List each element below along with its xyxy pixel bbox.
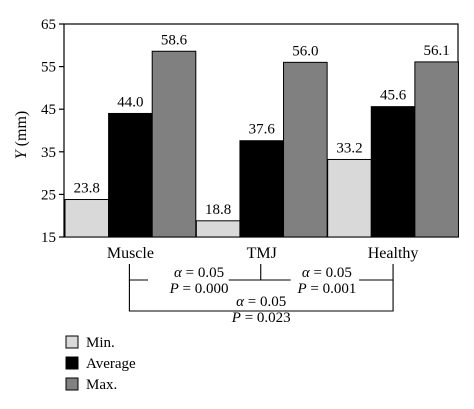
y-tick-label-65: 65: [41, 17, 56, 33]
comparison-tmj-healthy-p-value: P = 0.001: [296, 281, 356, 297]
comparison-muscle-tmj-p-value: P = 0.000: [169, 281, 229, 297]
bar-muscle-max: [151, 50, 197, 238]
bar-muscle-average: [108, 112, 153, 238]
legend-swatch-max: [65, 377, 79, 391]
bar-healthy-max: [414, 61, 459, 238]
y-tick-label-25: 25: [41, 187, 56, 203]
bracket-muscle-tmj-right: [228, 264, 262, 281]
data-label-healthy-max: 56.1: [424, 43, 450, 59]
legend-swatch-average: [65, 356, 79, 370]
data-label-tmj-max: 56.0: [292, 43, 318, 59]
comparison-tmj-healthy-alpha: α = 0.05: [302, 265, 352, 281]
y-axis-title: Y (mm): [13, 111, 30, 159]
bracket-muscle-tmj-left: [128, 264, 148, 281]
x-tick-label-healthy: Healthy: [368, 245, 419, 262]
legend-label-max: Max.: [86, 377, 117, 393]
bracket-tmj-healthy-right: [359, 264, 394, 281]
data-label-muscle-min: 23.8: [74, 181, 100, 197]
data-label-healthy-min: 33.2: [336, 140, 362, 156]
bracket-muscle-healthy: [128, 280, 394, 312]
data-label-muscle-max: 58.6: [161, 32, 188, 48]
y-tick-label-55: 55: [41, 60, 56, 76]
y-tick-label-45: 45: [41, 102, 56, 118]
bar-tmj-average: [239, 140, 285, 238]
bar-healthy-average: [370, 106, 416, 238]
x-tick-label-tmj: TMJ: [247, 245, 277, 262]
data-label-healthy-average: 45.6: [380, 88, 407, 104]
legend-label-average: Average: [86, 356, 136, 372]
data-label-tmj-average: 37.6: [249, 122, 276, 138]
x-tick-label-muscle: Muscle: [107, 245, 154, 262]
comparison-muscle-tmj-alpha: α = 0.05: [174, 265, 224, 281]
plot-area: 15 25 35 45 55 65 23.8 44.0 58.6 18.8 37.6 56.0 33.2…: [41, 17, 459, 262]
y-tick-label-35: 35: [41, 145, 56, 161]
comparison-muscle-healthy-alpha: α = 0.05: [236, 294, 286, 310]
bar-tmj-min: [195, 220, 241, 238]
bar-healthy-min: [327, 158, 372, 238]
legend-label-min: Min.: [86, 335, 115, 351]
data-label-muscle-average: 44.0: [117, 94, 143, 110]
legend-swatch-min: [65, 335, 79, 349]
comparison-muscle-healthy-p-value: P = 0.023: [231, 310, 291, 326]
bar-tmj-max: [283, 61, 328, 238]
legend: Min. Average Max.: [65, 335, 136, 393]
y-tick-label-15: 15: [41, 230, 56, 246]
bar-muscle-min: [64, 199, 110, 238]
data-label-tmj-min: 18.8: [205, 202, 231, 218]
